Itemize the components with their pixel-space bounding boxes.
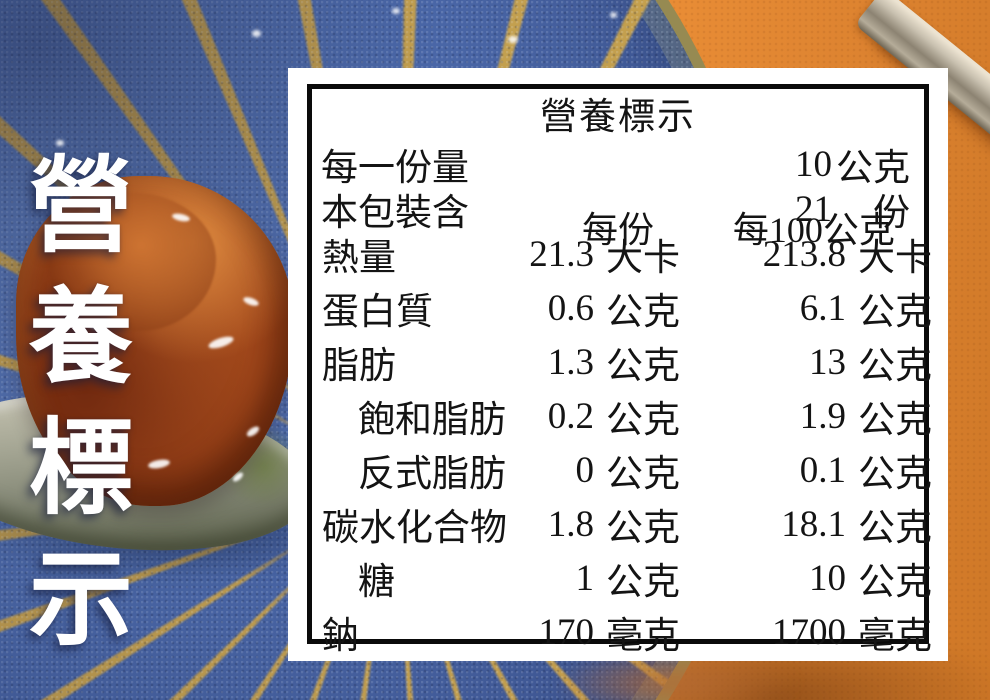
value-per-serving: 0.6 — [547, 287, 594, 329]
nutrient-rows-section: 熱量 21.3 大卡 213.8 大卡 蛋白質 0.6 公克 6.1 公克 脂肪 1.3 公克 13 公克飽… — [312, 227, 932, 659]
glaze-glint — [508, 36, 518, 43]
column-header-per-100g: 每100公克 — [732, 210, 895, 250]
nutrition-panel: 營養標示 每一份量 10 公克 本包裝含 21 份 每份 每100公克 熱量 21.3 大卡 2… — [288, 68, 948, 661]
value-per-100g: 6.1 — [799, 287, 846, 329]
unit-per-serving: 公克 — [606, 400, 680, 441]
vertical-title-char: 示 — [28, 542, 133, 658]
value-per-100g: 1700 — [772, 611, 846, 653]
serving-row: 本包裝含 21 份 — [312, 182, 924, 235]
value-per-100g: 0.1 — [799, 449, 846, 491]
nutrient-label: 脂肪 — [322, 346, 396, 387]
unit-per-serving: 公克 — [606, 562, 680, 603]
value-per-serving: 1 — [575, 557, 595, 599]
nutrient-label: 熱量 — [322, 238, 396, 279]
value-per-serving: 1.3 — [547, 341, 594, 383]
unit-per-100g: 公克 — [858, 292, 932, 333]
unit-per-serving: 公克 — [606, 508, 680, 549]
column-header-per-serving: 每份 — [581, 210, 655, 250]
table-title: 營養標示 — [540, 97, 696, 138]
vertical-title-char: 營 — [28, 149, 133, 265]
value-per-100g: 18.1 — [781, 503, 846, 545]
nutrient-label: 鈉 — [322, 616, 359, 657]
nutrient-row: 糖 1 公克 10 公克 — [312, 551, 932, 605]
nutrient-row: 飽和脂肪 0.2 公克 1.9 公克 — [312, 389, 932, 443]
unit-per-100g: 公克 — [858, 454, 932, 495]
value-per-serving: 0.2 — [547, 395, 594, 437]
value-per-100g: 1.9 — [799, 395, 846, 437]
nutrient-label: 飽和脂肪 — [358, 400, 506, 441]
unit-per-100g: 公克 — [858, 346, 932, 387]
nutrient-label: 碳水化合物 — [322, 508, 507, 549]
glaze-glint — [610, 12, 617, 18]
unit-per-serving: 公克 — [606, 454, 680, 495]
vertical-title-char: 標 — [28, 411, 133, 527]
vertical-title-char: 養 — [28, 280, 133, 396]
nutrient-label: 糖 — [358, 562, 395, 603]
nutrient-label: 反式脂肪 — [358, 454, 506, 495]
sauce-lump — [49, 192, 217, 332]
value-per-100g: 10 — [809, 557, 846, 599]
value-per-serving: 1.8 — [547, 503, 594, 545]
sauce-blob — [16, 176, 294, 506]
unit-per-serving: 大卡 — [606, 238, 680, 279]
serving-label: 本包裝含 — [321, 193, 469, 234]
nutrient-row: 鈉 170 毫克 1700 毫克 — [312, 605, 932, 659]
value-per-serving: 0 — [575, 449, 595, 491]
unit-per-100g: 公克 — [858, 562, 932, 603]
nutrient-row: 反式脂肪 0 公克 0.1 公克 — [312, 443, 932, 497]
nutrient-label: 蛋白質 — [322, 292, 433, 333]
unit-per-100g: 毫克 — [858, 616, 932, 657]
serving-unit: 公克 — [836, 148, 910, 189]
nutrition-table: 營養標示 每一份量 10 公克 本包裝含 21 份 每份 每100公克 熱量 21.3 大卡 2… — [307, 84, 932, 657]
serving-info-section: 每一份量 10 公克本包裝含 21 份 — [312, 137, 924, 235]
vertical-title: 營養標示 — [22, 155, 140, 652]
unit-per-serving: 公克 — [606, 346, 680, 387]
serving-row: 每一份量 10 公克 — [312, 137, 924, 190]
unit-per-100g: 大卡 — [858, 238, 932, 279]
value-per-100g: 213.8 — [762, 233, 846, 275]
unit-per-serving: 毫克 — [606, 616, 680, 657]
nutrient-row: 熱量 21.3 大卡 213.8 大卡 — [312, 227, 932, 281]
unit-per-100g: 公克 — [858, 400, 932, 441]
serving-label: 每一份量 — [321, 148, 469, 189]
value-per-serving: 21.3 — [529, 233, 594, 275]
glaze-glint — [56, 140, 64, 146]
unit-per-serving: 公克 — [606, 292, 680, 333]
value-per-100g: 13 — [809, 341, 846, 383]
serving-unit: 份 — [873, 193, 910, 234]
serving-value: 21 — [795, 188, 832, 230]
nutrient-row: 蛋白質 0.6 公克 6.1 公克 — [312, 281, 932, 335]
nutrient-row: 碳水化合物 1.8 公克 18.1 公克 — [312, 497, 932, 551]
glaze-glint — [252, 30, 261, 37]
nutrient-row: 脂肪 1.3 公克 13 公克 — [312, 335, 932, 389]
glaze-glint — [392, 8, 400, 14]
value-per-serving: 170 — [538, 611, 595, 653]
unit-per-100g: 公克 — [858, 508, 932, 549]
serving-value: 10 — [795, 143, 832, 185]
